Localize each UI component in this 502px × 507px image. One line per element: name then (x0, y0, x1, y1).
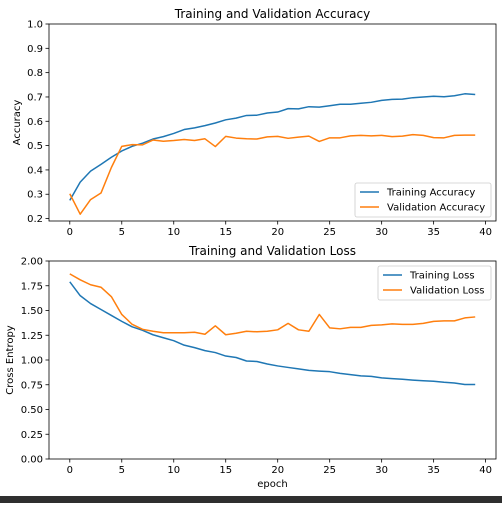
legend-box (377, 265, 492, 301)
series-line-training-loss (69, 281, 476, 386)
x-tick-label: 25 (323, 465, 336, 476)
x-tick-label: 35 (427, 465, 440, 476)
x-tick-label: 30 (375, 227, 388, 238)
y-tick-label: 1.50 (21, 306, 43, 317)
x-tick-label: 20 (271, 465, 284, 476)
loss-chart: 0 5 10 15 20 25 30 35 40 0.00 0.25 0.50 0.75 1.00 1.25… (5, 244, 497, 490)
x-tick-label: 5 (119, 465, 125, 476)
series-line-validation-loss (69, 273, 476, 336)
legend: Training Loss Validation Loss (377, 265, 492, 301)
legend-label: Training Accuracy (386, 188, 475, 199)
x-tick-label: 30 (375, 465, 388, 476)
x-tick-label: 15 (219, 227, 232, 238)
x-tick-label: 10 (167, 465, 180, 476)
y-axis-label: Accuracy (12, 100, 23, 146)
plot-frame (48, 23, 497, 222)
x-tick-label: 5 (119, 227, 125, 238)
y-tick-label: 0.9 (27, 44, 43, 55)
accuracy-chart: 0 5 10 15 20 25 30 35 40 0.2 0.3 0.4 0.5 0.6 0.7 0.8 0.9… (12, 7, 497, 238)
y-tick-label: 2.00 (21, 257, 43, 268)
x-tick-label: 40 (479, 465, 492, 476)
y-tick-label: 0.5 (27, 141, 43, 152)
y-tick-label: 0.75 (21, 380, 43, 391)
x-tick-label: 0 (67, 227, 73, 238)
y-tick-label: 0.6 (27, 117, 43, 128)
x-tick-label: 20 (271, 227, 284, 238)
y-tick-label: 1.00 (21, 356, 43, 367)
legend-label: Training Loss (409, 271, 475, 282)
x-tick-label: 35 (427, 227, 440, 238)
y-tick-label: 1.0 (27, 20, 43, 31)
x-tick-label: 40 (479, 227, 492, 238)
x-tick-label: 15 (219, 465, 232, 476)
y-tick-label: 0.4 (27, 165, 43, 176)
legend-label: Validation Accuracy (387, 203, 485, 214)
y-tick-label: 0.7 (27, 92, 43, 103)
y-tick-label: 0.00 (21, 455, 43, 466)
x-tick-label: 10 (167, 227, 180, 238)
series-line-validation-accuracy (69, 133, 476, 215)
chart-title: Training and Validation Accuracy (174, 7, 370, 21)
y-tick-label: 1.25 (21, 331, 43, 342)
y-tick-label: 0.8 (27, 68, 43, 79)
legend-box (354, 182, 492, 218)
y-tick-label: 1.75 (21, 281, 43, 292)
y-tick-label: 0.2 (27, 214, 43, 225)
x-axis-label: epoch (257, 479, 287, 490)
x-tick-label: 25 (323, 227, 336, 238)
bottom-bar (0, 496, 502, 503)
y-axis-label: Cross Entropy (5, 325, 16, 395)
legend: Training Accuracy Validation Accuracy (354, 182, 492, 218)
y-tick-label: 0.50 (21, 405, 43, 416)
y-tick-label: 0.25 (21, 430, 43, 441)
x-tick-label: 0 (67, 465, 73, 476)
chart-title: Training and Validation Loss (188, 244, 356, 258)
y-tick-label: 0.3 (27, 190, 43, 201)
legend-label: Validation Loss (410, 286, 485, 297)
